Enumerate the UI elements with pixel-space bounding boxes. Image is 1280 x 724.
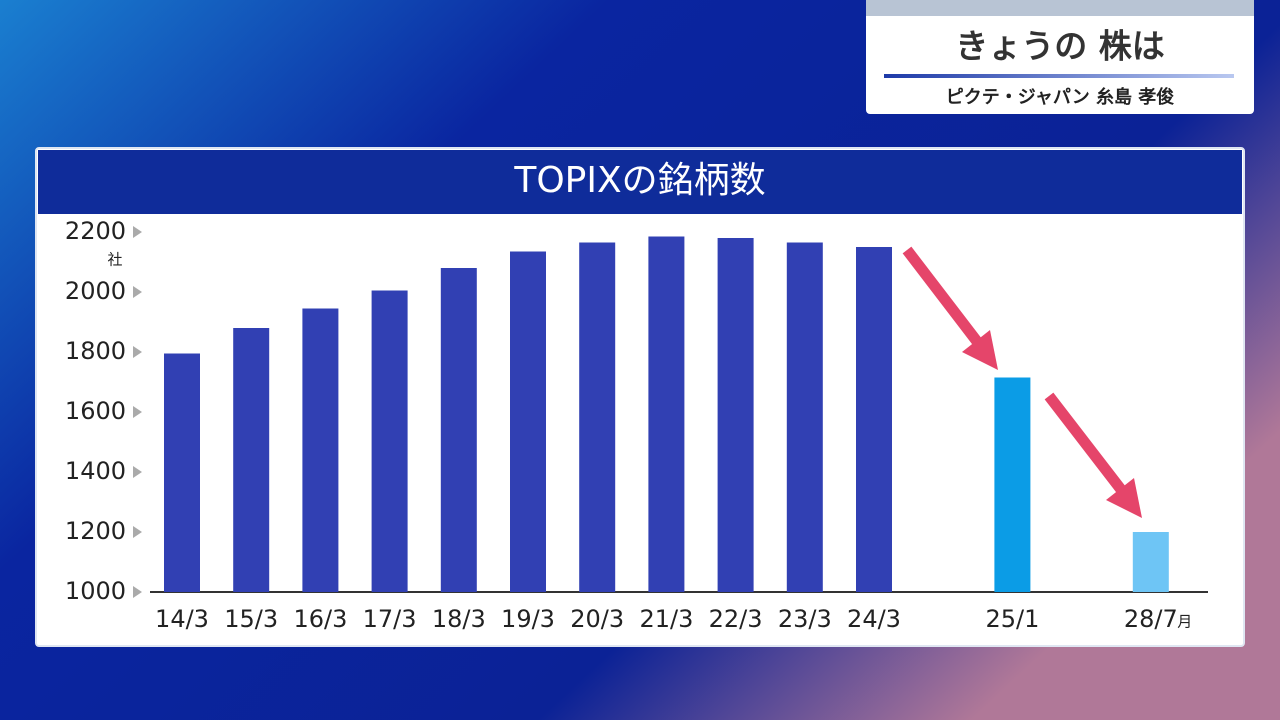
header-strip [866,0,1254,16]
bar [717,238,754,592]
x-tick-label: 14/3 [155,605,209,633]
bar [1132,532,1169,592]
bar [648,236,685,592]
chart-title: TOPIXの銘柄数 [513,160,765,201]
x-tick-label: 28/7 [1124,605,1178,633]
x-tick-label: 22/3 [709,605,763,633]
y-tick-mark [133,586,142,598]
bar [371,290,408,592]
y-tick-mark [133,466,142,478]
bar [786,242,823,592]
y-tick-label: 1200 [65,517,126,545]
x-tick-label: 21/3 [639,605,693,633]
header-panel [866,0,1254,114]
x-tick-label: 25/1 [985,605,1039,633]
bar [579,242,616,592]
x-tick-label: 17/3 [363,605,417,633]
y-tick-mark [133,526,142,538]
title-bar [38,150,1242,214]
header-box: きょうの 株は ピクテ・ジャパン 糸島 孝俊 [866,0,1254,114]
x-tick-label: 18/3 [432,605,486,633]
plot: 1000 1200 1400 1600 1800 2000 2200 社 14/3 15/3 16/… [65,217,1208,633]
y-tick-label: 1000 [65,577,126,605]
x-unit: 月 [1177,613,1192,631]
y-tick-label: 1800 [65,337,126,365]
x-tick-label: 19/3 [501,605,555,633]
y-tick-label: 1400 [65,457,126,485]
chart-panel [35,147,1245,647]
x-tick-label: 16/3 [293,605,347,633]
x-tick-label: 24/3 [847,605,901,633]
arrow-shaft [1044,392,1131,500]
y-tick-mark [133,286,142,298]
y-tick-label: 2000 [65,277,126,305]
y-tick-label: 2200 [65,217,126,245]
bar [856,247,892,592]
bar [164,353,200,592]
y-tick-label: 1600 [65,397,126,425]
arrow-head [1106,478,1142,518]
header-rule [884,74,1234,78]
bar [994,377,1031,592]
bar [440,268,477,592]
arrow-head [962,330,998,370]
bar [302,308,339,592]
x-tick-label: 23/3 [778,605,832,633]
y-tick-mark [133,346,142,358]
y-tick-mark [133,406,142,418]
bar [510,251,546,592]
x-tick-label: 15/3 [224,605,278,633]
arrow-shaft [902,246,987,352]
y-tick-mark [133,226,142,238]
header-subtitle: ピクテ・ジャパン 糸島 孝俊 [946,86,1175,108]
bar [233,328,270,592]
x-tick-label: 20/3 [570,605,624,633]
header-title: きょうの 株は [955,27,1165,66]
y-unit: 社 [107,251,122,269]
arrows [902,246,1142,518]
